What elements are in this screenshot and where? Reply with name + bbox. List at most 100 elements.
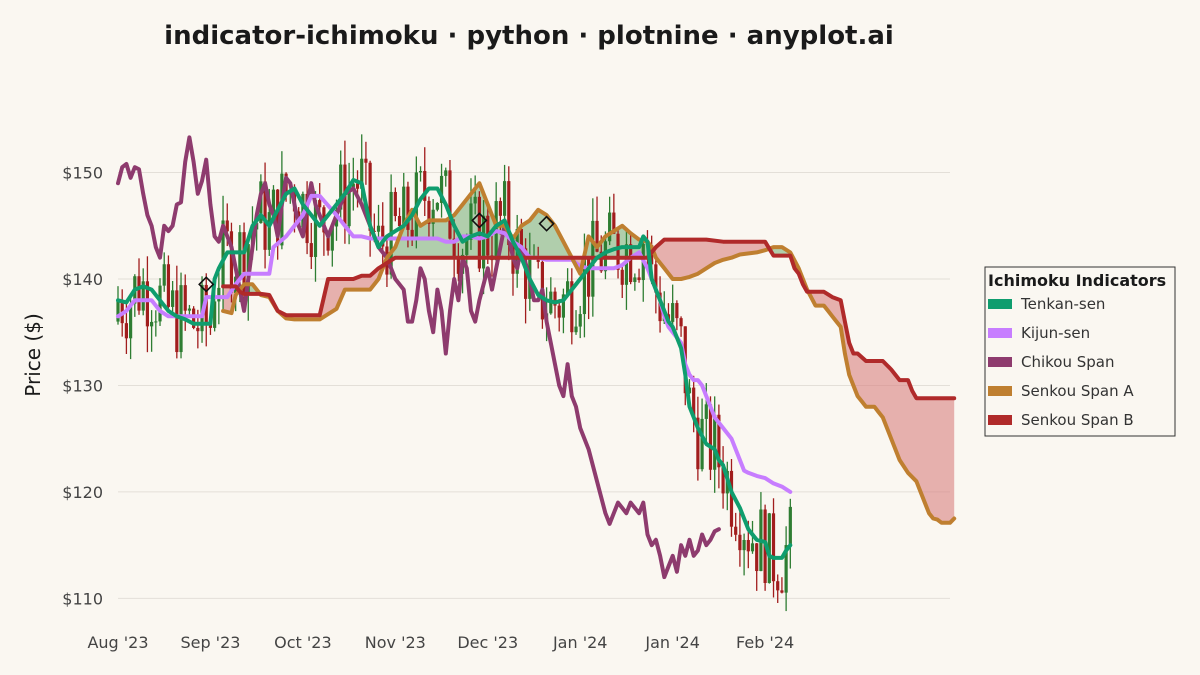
candle-body bbox=[700, 418, 704, 470]
candle-body bbox=[746, 539, 750, 552]
candle-body bbox=[347, 186, 351, 227]
candle-body bbox=[444, 170, 448, 176]
candle-body bbox=[629, 244, 633, 283]
candle-body bbox=[448, 170, 452, 239]
candle-body bbox=[276, 189, 280, 246]
candle-body bbox=[406, 186, 410, 230]
indicator-lines bbox=[116, 135, 957, 580]
candle-body bbox=[229, 231, 234, 293]
candle-body bbox=[175, 290, 179, 353]
candle-body bbox=[498, 201, 502, 216]
candle-body bbox=[360, 158, 364, 189]
candle-body bbox=[162, 264, 166, 286]
candle-body bbox=[355, 183, 360, 189]
candle-body bbox=[620, 269, 624, 285]
legend-swatch bbox=[988, 299, 1012, 309]
candle-body bbox=[145, 281, 150, 327]
candle-body bbox=[381, 225, 385, 247]
chikou-span-line bbox=[116, 135, 721, 580]
candle-body bbox=[221, 220, 225, 288]
candle-body bbox=[582, 259, 587, 315]
candle-body bbox=[637, 277, 641, 281]
candle-body bbox=[267, 212, 271, 250]
candle-body bbox=[729, 470, 734, 527]
candle-body bbox=[561, 294, 566, 318]
candle-body bbox=[271, 189, 276, 213]
x-axis-ticks: Aug '23 Sep '23 Oct '23 Nov '23 Dec '23 Jan '… bbox=[87, 633, 794, 652]
candle-body bbox=[309, 243, 313, 257]
candle-body bbox=[776, 581, 780, 591]
candle-body bbox=[721, 467, 725, 494]
legend-label: Chikou Span bbox=[1021, 353, 1115, 371]
candle-body bbox=[410, 229, 414, 238]
candle-body bbox=[465, 239, 469, 255]
candle-body bbox=[339, 164, 343, 210]
candle-body bbox=[612, 212, 616, 234]
candle-body bbox=[519, 229, 523, 249]
candle-body bbox=[692, 387, 696, 418]
candle-body bbox=[364, 158, 368, 163]
y-tick-label: $150 bbox=[62, 164, 103, 183]
candle-body bbox=[675, 303, 679, 319]
y-axis-label: Price ($) bbox=[21, 313, 45, 396]
x-tick-label: Sep '23 bbox=[180, 633, 240, 652]
candle-body bbox=[456, 257, 460, 274]
legend-items: Tenkan-sen Kijun-sen Chikou Span Senkou Spa… bbox=[988, 295, 1134, 429]
candle-body bbox=[238, 232, 242, 277]
candle-body bbox=[742, 539, 746, 551]
legend-label: Kijun-sen bbox=[1021, 324, 1090, 342]
candle-body bbox=[326, 232, 330, 251]
candle-body bbox=[624, 244, 629, 285]
candle-body bbox=[696, 417, 700, 470]
x-tick-label: Feb '24 bbox=[736, 633, 794, 652]
candle-body bbox=[633, 277, 637, 283]
senkou-span-a-line bbox=[221, 181, 957, 525]
chart-title: indicator-ichimoku · python · plotnine ·… bbox=[164, 21, 894, 51]
candle-body bbox=[780, 590, 784, 593]
legend-label: Senkou Span A bbox=[1021, 382, 1134, 400]
candle-body bbox=[557, 305, 561, 318]
candle-body bbox=[469, 203, 473, 240]
candle-body bbox=[154, 321, 158, 323]
y-tick-label: $120 bbox=[62, 483, 103, 502]
candle-body bbox=[393, 191, 397, 217]
candle-body bbox=[141, 281, 145, 311]
candle-body bbox=[574, 326, 578, 333]
kijun-sen-line bbox=[116, 193, 793, 494]
kumo-bearish bbox=[653, 239, 770, 279]
candle-body bbox=[481, 215, 486, 269]
candle-body bbox=[771, 513, 776, 582]
candle-body bbox=[137, 276, 141, 311]
candle-body bbox=[713, 414, 717, 470]
candle-body bbox=[217, 287, 221, 302]
y-axis-ticks: $110 $120 $130 $140 $150 bbox=[62, 164, 103, 609]
y-tick-label: $110 bbox=[62, 589, 103, 608]
candle-body bbox=[402, 186, 406, 227]
candle-body bbox=[755, 543, 759, 572]
candle-body bbox=[679, 318, 683, 327]
candle-body bbox=[507, 181, 511, 246]
legend-box bbox=[984, 266, 1176, 437]
candle-body bbox=[439, 175, 444, 203]
legend: Ichimoku Indicators Tenkan-sen Kijun-sen C… bbox=[984, 266, 1176, 437]
legend-title: Ichimoku Indicators bbox=[988, 271, 1166, 290]
candle-body bbox=[116, 301, 120, 322]
y-tick-label: $140 bbox=[62, 270, 103, 289]
x-tick-label: Jan '24 bbox=[644, 633, 700, 652]
candle-body bbox=[654, 264, 658, 293]
candle-body bbox=[788, 506, 792, 546]
candle-body bbox=[784, 545, 788, 593]
legend-swatch bbox=[988, 328, 1012, 338]
candle-body bbox=[196, 327, 200, 332]
candle-body bbox=[183, 285, 187, 311]
candle-body bbox=[566, 281, 570, 295]
legend-label: Tenkan-sen bbox=[1020, 295, 1105, 313]
candle-body bbox=[717, 414, 721, 468]
candle-body bbox=[263, 181, 267, 250]
x-tick-label: Nov '23 bbox=[365, 633, 426, 652]
legend-label: Senkou Span B bbox=[1021, 411, 1134, 429]
candle-body bbox=[397, 216, 402, 227]
candle-body bbox=[351, 183, 355, 187]
candle-body bbox=[734, 526, 738, 535]
